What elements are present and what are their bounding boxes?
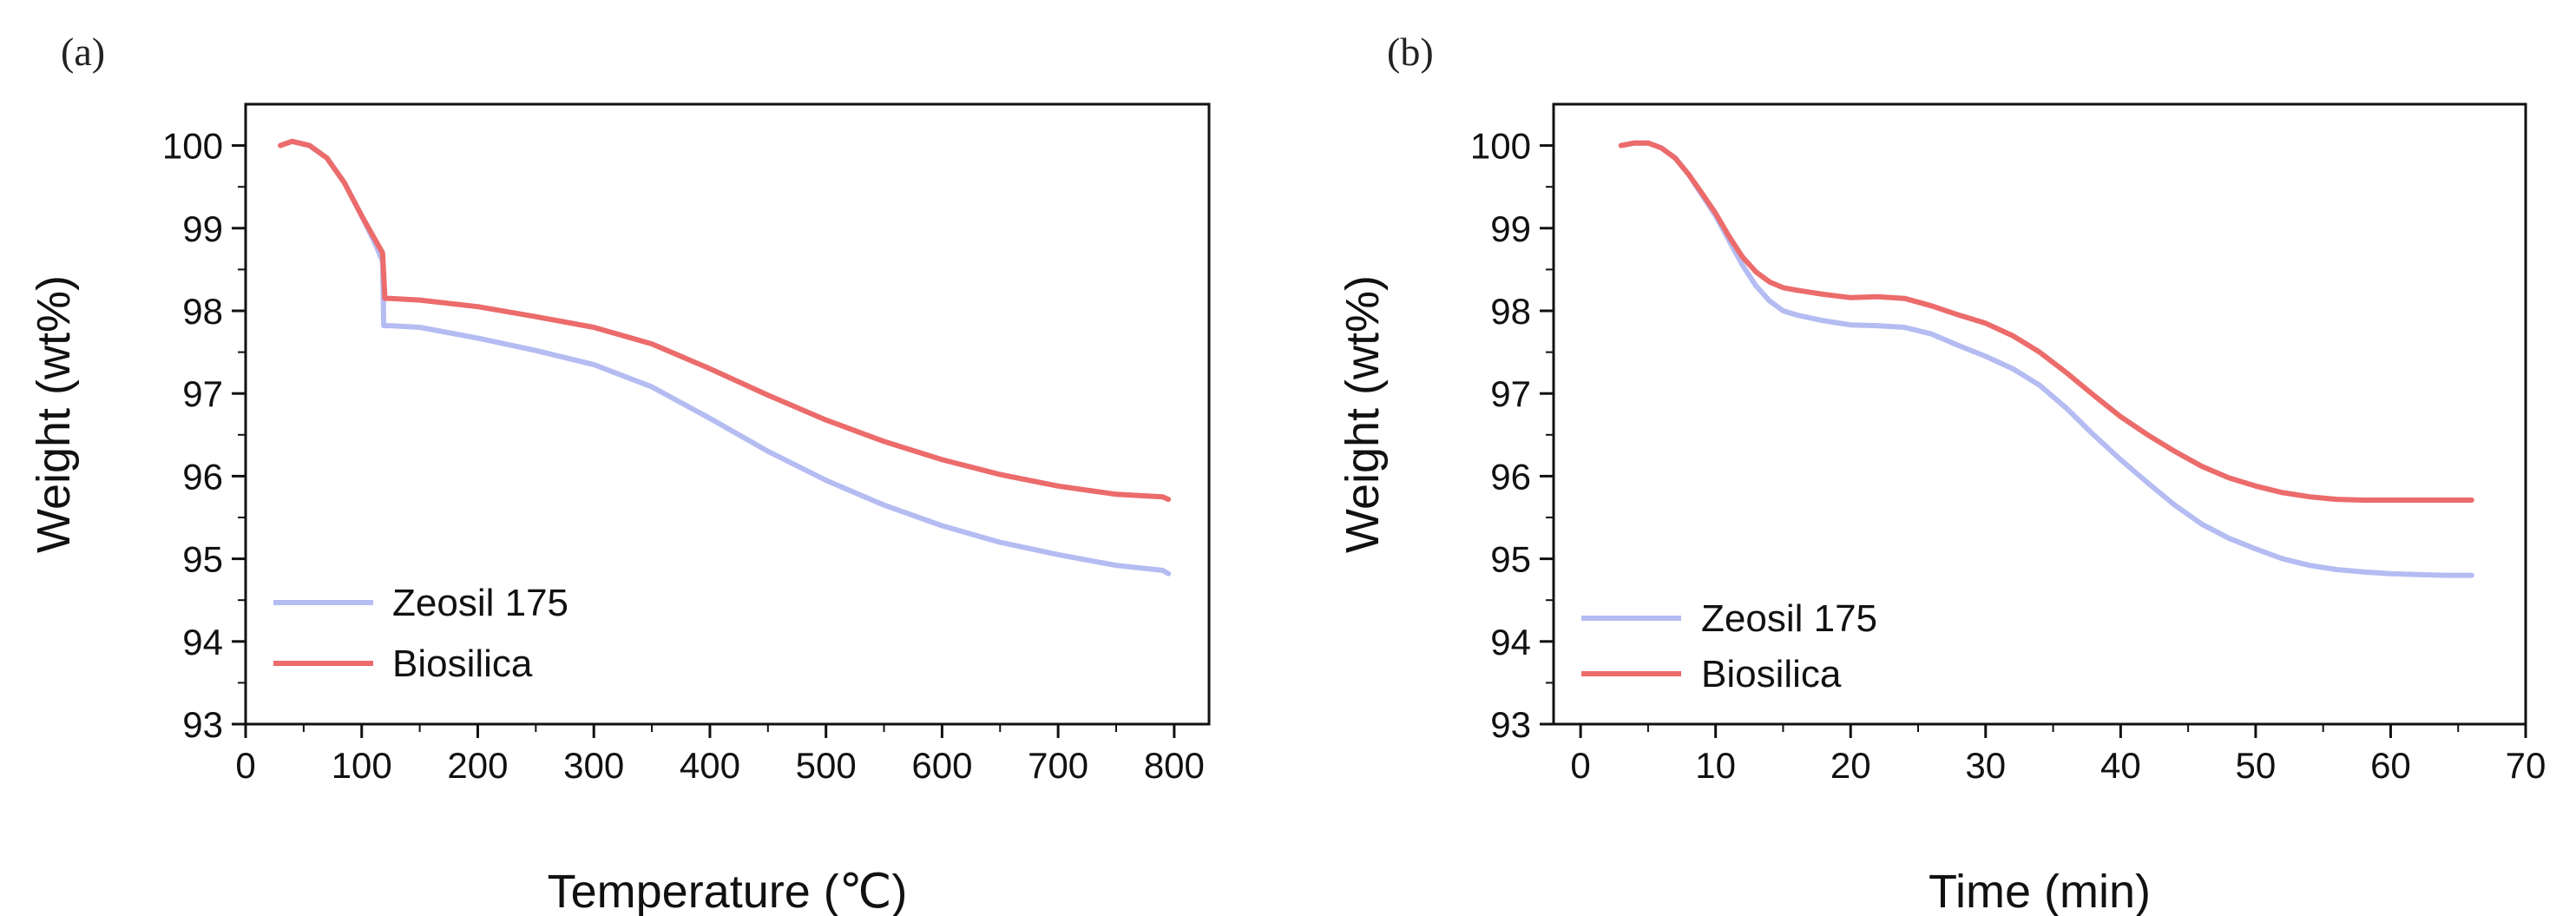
x-tick-label: 300: [563, 745, 624, 786]
y-tick-label: 100: [162, 126, 223, 167]
x-tick-label: 70: [2506, 745, 2546, 786]
panel-b-legend-label-zeosil: Zeosil 175: [1701, 597, 1877, 640]
x-tick-label: 500: [796, 745, 857, 786]
x-tick-label: 400: [680, 745, 740, 786]
x-tick-label: 10: [1695, 745, 1736, 786]
y-tick-label: 99: [182, 208, 223, 249]
x-tick-label: 60: [2370, 745, 2411, 786]
x-tick-label: 0: [1570, 745, 1590, 786]
x-tick-label: 20: [1830, 745, 1871, 786]
y-tick-label: 97: [1490, 373, 1531, 414]
y-tick-label: 98: [182, 291, 223, 332]
y-tick-label: 97: [182, 373, 223, 414]
x-tick-label: 600: [911, 745, 972, 786]
y-tick-label: 99: [1490, 208, 1531, 249]
panel-b-axis-ticks: 0 10 20 30 40 50 60 70 93 94 95 96 97 98 99 100: [1470, 126, 2546, 786]
panel-a-series-group: [278, 138, 1172, 577]
y-tick-label: 93: [182, 704, 223, 745]
panel-b-label: (b): [1387, 30, 1434, 74]
series-line-biosilica: [278, 138, 1172, 503]
y-tick-label: 100: [1470, 126, 1531, 167]
y-tick-label: 94: [1490, 622, 1531, 662]
y-tick-label: 95: [1490, 539, 1531, 580]
panel-a-legend-label-zeosil: Zeosil 175: [392, 582, 568, 624]
y-tick-label: 96: [182, 456, 223, 497]
panel-a-legend: Zeosil 175 Biosilica: [273, 582, 568, 685]
panel-a-temperature-chart: (a) 0 100 200 300 400 500 600 700 800 93 94 95 96 97 9…: [28, 30, 1211, 916]
panel-b-plot-frame: [1552, 102, 2527, 726]
x-tick-label: 800: [1144, 745, 1205, 786]
series-line-zeosil-175: [278, 138, 1172, 577]
panel-a-y-axis-title: Weight (wt%): [28, 275, 80, 553]
panel-b-series-group: [1618, 140, 2474, 578]
panel-a-axis-ticks: 0 100 200 300 400 500 600 700 800 93 94 95 96 97 98 99 1…: [162, 126, 1205, 786]
y-tick-label: 94: [182, 622, 223, 662]
x-tick-label: 40: [2100, 745, 2141, 786]
panel-a-x-axis-title: Temperature (℃): [548, 866, 908, 916]
y-tick-label: 96: [1490, 456, 1531, 497]
y-tick-label: 98: [1490, 291, 1531, 332]
x-tick-label: 30: [1965, 745, 2006, 786]
panel-b-legend-label-biosilica: Biosilica: [1701, 653, 1842, 695]
series-line-biosilica: [1618, 140, 2474, 503]
x-tick-label: 700: [1028, 745, 1088, 786]
x-tick-label: 0: [235, 745, 255, 786]
x-tick-label: 50: [2236, 745, 2277, 786]
panel-a-legend-label-biosilica: Biosilica: [392, 643, 533, 685]
y-tick-label: 95: [182, 539, 223, 580]
panel-b-legend: Zeosil 175 Biosilica: [1581, 597, 1877, 695]
y-tick-label: 93: [1490, 704, 1531, 745]
x-tick-label: 100: [332, 745, 392, 786]
panel-b-time-chart: (b) 0 10 20 30 40 50 60 70 93 94 95 96 97 98 99 100 Tim…: [1337, 30, 2546, 916]
panel-b-y-axis-title: Weight (wt%): [1337, 275, 1389, 553]
x-tick-label: 200: [447, 745, 508, 786]
panel-a-plot-frame: [244, 102, 1211, 726]
panel-a-label: (a): [61, 30, 105, 74]
panel-b-x-axis-title: Time (min): [1929, 866, 2151, 916]
